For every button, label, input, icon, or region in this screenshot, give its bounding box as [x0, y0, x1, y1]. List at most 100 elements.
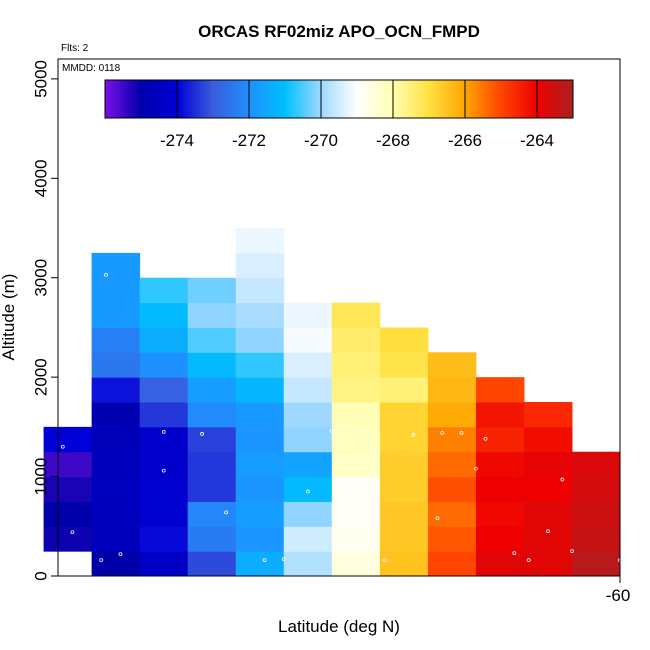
sample-point	[546, 529, 550, 534]
heatmap-cell	[427, 451, 477, 478]
heatmap-cell	[187, 426, 237, 453]
colorbar-gradient	[104, 79, 574, 119]
sample-point	[526, 391, 531, 395]
heatmap-cell	[379, 402, 429, 428]
y-tick-label: 5000	[32, 60, 51, 98]
heatmap-cell	[235, 377, 285, 403]
heatmap-cell	[283, 402, 333, 428]
heatmap-cell	[571, 526, 621, 552]
heatmap-cell	[523, 426, 573, 453]
heatmap-cell	[91, 501, 141, 527]
heatmap-cell	[331, 451, 381, 478]
sample-point	[200, 431, 205, 436]
x-axis: -60	[606, 576, 631, 605]
heatmap-cell	[283, 501, 333, 527]
heatmap-cell	[235, 526, 285, 552]
heatmap-cell	[43, 451, 93, 478]
sample-point	[70, 530, 75, 535]
heatmap-cell	[379, 451, 429, 478]
heatmap-cell	[523, 451, 573, 478]
plot-frame	[57, 58, 621, 577]
sample-point	[104, 272, 108, 277]
y-tick-label: 1000	[32, 458, 51, 496]
heatmap-cell	[235, 327, 285, 353]
heatmap-cell	[139, 302, 189, 328]
colorbar-tick-label: -266	[448, 131, 482, 150]
heatmap-cell	[427, 476, 477, 502]
heatmap-cell	[475, 501, 525, 527]
heatmap-cell	[43, 476, 93, 502]
heatmap-cell	[379, 526, 429, 552]
x-axis-label: Latitude (deg N)	[278, 617, 400, 636]
sample-point	[473, 466, 478, 471]
sample-point	[281, 557, 286, 561]
sample-point	[99, 558, 104, 562]
heatmap-cell	[91, 451, 141, 478]
heatmap-cell	[187, 501, 237, 527]
sample-point	[598, 429, 603, 434]
heatmap-cell	[427, 377, 477, 403]
sample-point	[358, 429, 363, 434]
heatmap-cell	[187, 327, 237, 353]
sample-point	[118, 552, 123, 557]
heatmap-cell	[235, 277, 285, 304]
flights-note: Flts: 2	[61, 43, 89, 54]
sample-point	[60, 444, 65, 449]
y-axis-label: Altitude (m)	[0, 274, 18, 361]
heatmap-cell	[379, 426, 429, 453]
heatmap-cell	[139, 402, 189, 428]
heatmap-cell	[235, 426, 285, 453]
heatmap-cell	[91, 377, 141, 403]
heatmap-cell	[187, 402, 237, 428]
heatmap-cell	[523, 526, 573, 552]
heatmap-cell	[283, 377, 333, 403]
colorbar-tick-label: -270	[304, 131, 338, 150]
heatmap-cell	[235, 451, 285, 478]
heatmap-cell	[523, 476, 573, 502]
heatmap-cell	[91, 426, 141, 453]
colorbar-tick-label: -268	[376, 131, 410, 150]
heatmap-cell	[379, 352, 429, 378]
heatmap-cell	[235, 501, 285, 527]
heatmap-cell	[187, 277, 237, 304]
date-note: MMDD: 0118	[62, 63, 121, 74]
y-tick-label: 3000	[32, 259, 51, 297]
heatmap-cell	[235, 252, 285, 279]
heatmap-cell	[91, 327, 141, 353]
heatmap-cell	[187, 526, 237, 552]
y-axis: 0 1000 2000 3000 4000 5000	[32, 60, 58, 581]
heatmap-cell	[427, 402, 477, 428]
heatmap-cell	[91, 402, 141, 428]
heatmap-cell	[283, 551, 333, 577]
heatmap-cell	[283, 352, 333, 378]
heatmap-cell	[187, 302, 237, 328]
heatmap-cell	[139, 352, 189, 378]
heatmap-cell	[331, 476, 381, 502]
heatmap-cell	[571, 451, 621, 478]
colorbar-tick-label: -274	[160, 131, 194, 150]
heatmap-cell	[139, 377, 189, 403]
heatmap-cell	[139, 327, 189, 353]
sample-point	[411, 432, 416, 437]
heatmap-cell	[235, 476, 285, 502]
heatmap-cell	[475, 377, 525, 403]
sample-point	[560, 477, 565, 482]
heatmap-cell	[283, 526, 333, 552]
heatmap-cell	[379, 551, 429, 577]
heatmap-cell	[331, 426, 381, 453]
colorbar-tick-label: -272	[232, 131, 266, 150]
sample-point	[570, 549, 574, 554]
heatmap-cell	[91, 252, 141, 279]
heatmap-cell	[139, 476, 189, 502]
sample-point	[483, 436, 488, 441]
heatmap-cell	[283, 327, 333, 353]
x-tick-label: -60	[606, 586, 631, 605]
sample-point	[161, 468, 166, 473]
heatmap-cell	[331, 402, 381, 428]
heatmap-cell	[91, 352, 141, 378]
heatmap-cell	[235, 551, 285, 577]
colorbar: -274 -272 -270 -268 -266 -264	[104, 79, 574, 150]
heatmap-cell	[475, 526, 525, 552]
heatmap-cell	[91, 277, 141, 304]
